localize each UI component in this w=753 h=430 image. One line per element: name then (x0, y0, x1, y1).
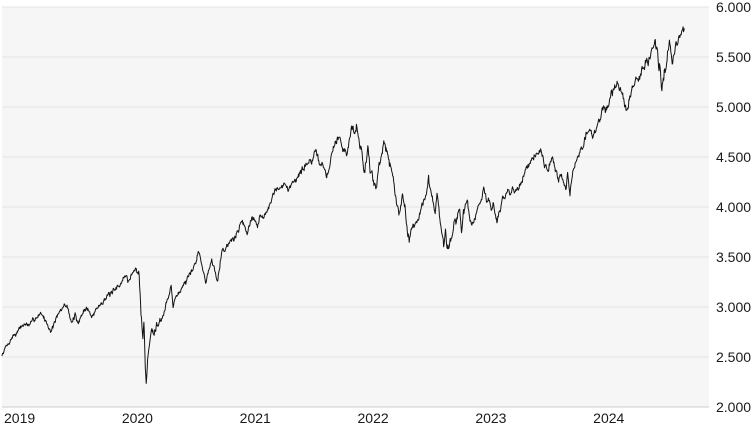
y-axis-label: 2.000 (716, 399, 751, 415)
x-axis-label: 2022 (358, 410, 389, 426)
x-axis-label: 2020 (122, 410, 153, 426)
y-axis-label: 3.500 (716, 249, 751, 265)
x-axis-label: 2019 (4, 410, 35, 426)
y-axis-label: 5.000 (716, 99, 751, 115)
y-axis-label: 4.500 (716, 149, 751, 165)
x-axis-label: 2021 (240, 410, 271, 426)
y-axis-label: 5.500 (716, 49, 751, 65)
x-axis-label: 2024 (593, 410, 624, 426)
y-axis-label: 6.000 (716, 0, 751, 15)
y-axis-label: 2.500 (716, 349, 751, 365)
y-axis-label: 4.000 (716, 199, 751, 215)
y-axis-label: 3.000 (716, 299, 751, 315)
x-axis-label: 2023 (475, 410, 506, 426)
price-line (1, 26, 685, 384)
